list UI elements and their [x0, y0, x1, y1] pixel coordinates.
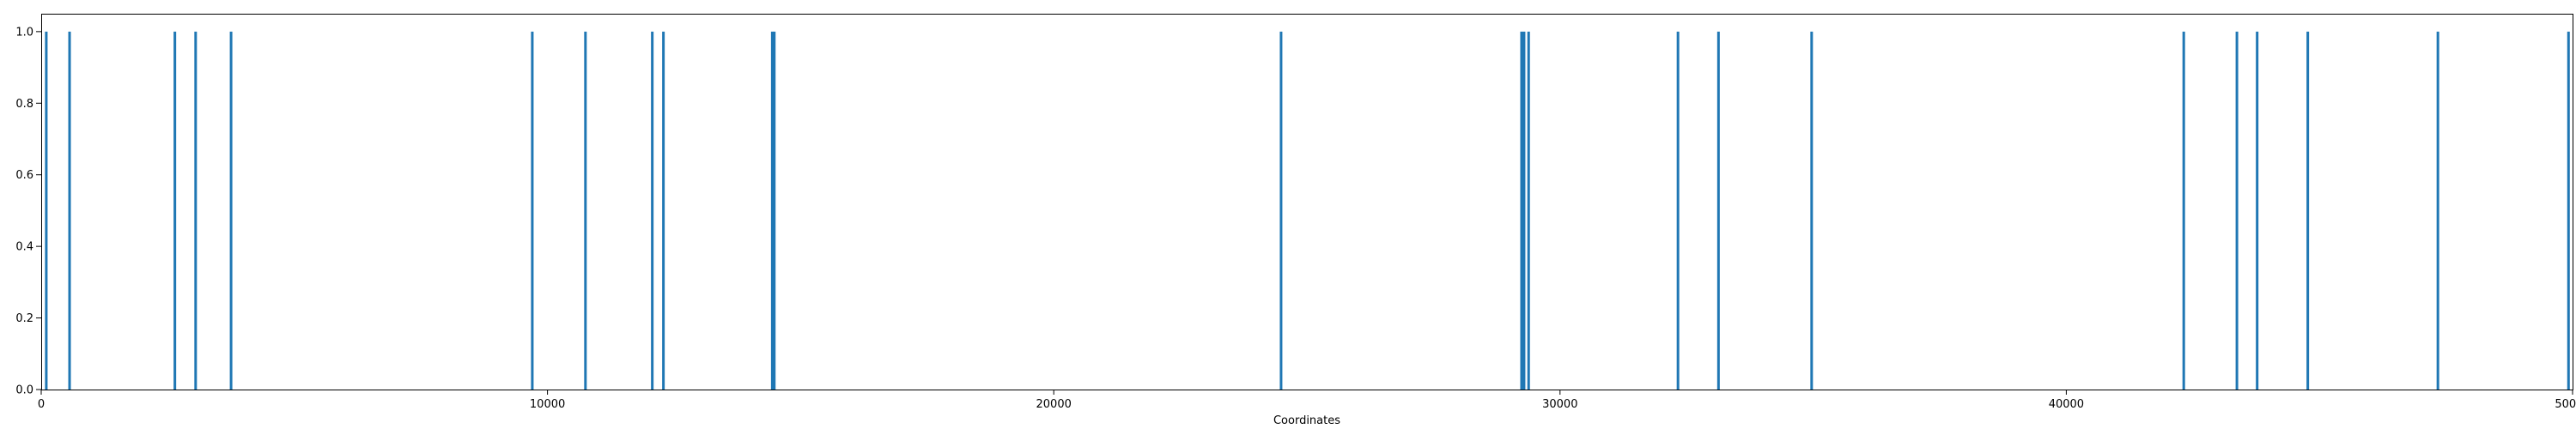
- bar: [45, 31, 48, 390]
- x-tick-label: 0: [38, 398, 45, 411]
- x-tick-label: 40000: [2049, 398, 2084, 411]
- y-tick-label: 0.0: [15, 384, 33, 397]
- bar: [1522, 31, 1526, 390]
- x-tick-label: 20000: [1036, 398, 1072, 411]
- y-tick-label: 0.8: [15, 98, 33, 111]
- y-tick-label: 0.4: [15, 241, 33, 254]
- bar: [2182, 31, 2185, 390]
- bar: [68, 31, 71, 390]
- bar: [229, 31, 233, 390]
- bar: [1676, 31, 1680, 390]
- bar: [2436, 31, 2439, 390]
- bar: [2567, 31, 2570, 390]
- bar: [531, 31, 534, 390]
- bar: [1810, 31, 1814, 390]
- bar: [1716, 31, 1720, 390]
- bar: [173, 31, 177, 390]
- bars-layer: [45, 31, 2570, 390]
- bar: [2235, 31, 2239, 390]
- bar: [1279, 31, 1283, 390]
- bar: [1527, 31, 1530, 390]
- bar: [662, 31, 665, 390]
- x-axis-label: Coordinates: [1273, 414, 1340, 427]
- bar: [2256, 31, 2259, 390]
- plot-frame: [41, 14, 2573, 390]
- axes-layer: 0 10000 20000 30000 40000 50000 0.0 0.2 0.4 0.6 0.…: [15, 26, 2576, 411]
- bar: [651, 31, 654, 390]
- bar: [773, 31, 776, 390]
- y-tick-label: 0.2: [15, 312, 33, 325]
- bar: [2306, 31, 2310, 390]
- bar: [194, 31, 197, 390]
- bar: [584, 31, 587, 390]
- x-tick-label: 50000: [2555, 398, 2576, 411]
- x-tick-label: 10000: [530, 398, 565, 411]
- bar: [770, 31, 774, 390]
- y-tick-label: 0.6: [15, 169, 33, 182]
- y-tick-label: 1.0: [15, 26, 33, 39]
- x-tick-label: 30000: [1542, 398, 1577, 411]
- bar: [1520, 31, 1523, 390]
